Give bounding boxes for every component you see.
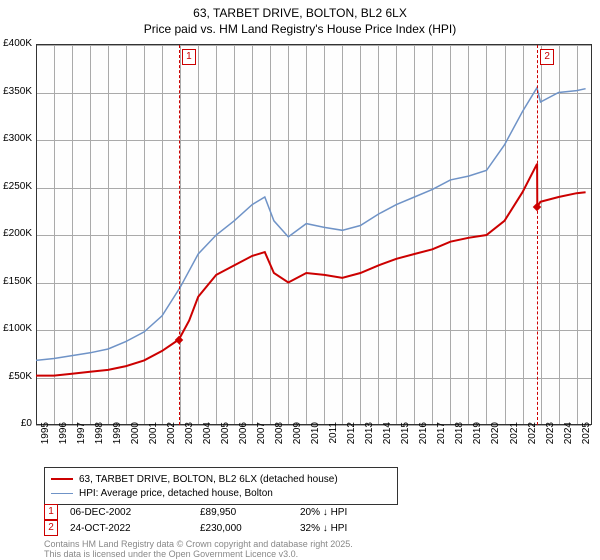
x-tick-label: 2008	[274, 422, 285, 462]
y-tick-label: £50K	[0, 371, 32, 382]
legend-label: 63, TARBET DRIVE, BOLTON, BL2 6LX (detac…	[79, 474, 338, 485]
event-price: £89,950	[200, 507, 300, 518]
x-tick-label: 1995	[40, 422, 51, 462]
legend-label: HPI: Average price, detached house, Bolt…	[79, 488, 273, 499]
y-tick-label: £200K	[0, 228, 32, 239]
x-tick-label: 2014	[382, 422, 393, 462]
x-tick-label: 2006	[238, 422, 249, 462]
x-tick-label: 2000	[130, 422, 141, 462]
event-vline	[179, 45, 180, 425]
x-tick-label: 2004	[202, 422, 213, 462]
x-tick-label: 2005	[220, 422, 231, 462]
x-tick-label: 2016	[418, 422, 429, 462]
event-marker	[175, 335, 183, 343]
x-tick-label: 1996	[58, 422, 69, 462]
event-delta: 32% ↓ HPI	[300, 523, 380, 534]
event-delta: 20% ↓ HPI	[300, 507, 380, 518]
y-tick-label: £0	[0, 418, 32, 429]
footer-line2: This data is licensed under the Open Gov…	[44, 550, 353, 560]
title-address: 63, TARBET DRIVE, BOLTON, BL2 6LX	[0, 6, 600, 22]
event-row-2: 2 24-OCT-2022 £230,000 32% ↓ HPI	[44, 520, 380, 536]
legend-swatch-price-paid	[51, 478, 73, 480]
series-price_paid	[36, 164, 586, 376]
legend-box: 63, TARBET DRIVE, BOLTON, BL2 6LX (detac…	[44, 467, 398, 505]
x-tick-label: 2021	[509, 422, 520, 462]
event-index-box-on-chart: 1	[182, 49, 196, 65]
legend-item-price-paid: 63, TARBET DRIVE, BOLTON, BL2 6LX (detac…	[51, 472, 391, 486]
legend-item-hpi: HPI: Average price, detached house, Bolt…	[51, 486, 391, 500]
x-tick-label: 2012	[346, 422, 357, 462]
x-tick-label: 1999	[112, 422, 123, 462]
footer-credits: Contains HM Land Registry data © Crown c…	[44, 540, 353, 560]
events-table: 1 06-DEC-2002 £89,950 20% ↓ HPI 2 24-OCT…	[44, 504, 380, 536]
x-tick-label: 2007	[256, 422, 267, 462]
x-tick-label: 2009	[292, 422, 303, 462]
y-tick-label: £100K	[0, 323, 32, 334]
event-date: 06-DEC-2002	[70, 507, 200, 518]
x-tick-label: 1997	[76, 422, 87, 462]
event-price: £230,000	[200, 523, 300, 534]
series-hpi	[36, 88, 586, 361]
y-tick-label: £150K	[0, 276, 32, 287]
y-tick-label: £250K	[0, 181, 32, 192]
x-tick-label: 2017	[436, 422, 447, 462]
event-index-box: 2	[44, 520, 58, 536]
y-tick-label: £300K	[0, 133, 32, 144]
x-tick-label: 2023	[545, 422, 556, 462]
x-tick-label: 2025	[581, 422, 592, 462]
plot-area: 12	[36, 44, 592, 425]
x-tick-label: 2013	[364, 422, 375, 462]
event-index-box-on-chart: 2	[540, 49, 554, 65]
x-tick-label: 2002	[166, 422, 177, 462]
x-tick-label: 2020	[490, 422, 501, 462]
x-tick-label: 2018	[454, 422, 465, 462]
chart-container: 63, TARBET DRIVE, BOLTON, BL2 6LX Price …	[0, 0, 600, 560]
x-tick-label: 2001	[148, 422, 159, 462]
event-vline	[537, 45, 538, 425]
event-date: 24-OCT-2022	[70, 523, 200, 534]
y-tick-label: £400K	[0, 38, 32, 49]
event-row-1: 1 06-DEC-2002 £89,950 20% ↓ HPI	[44, 504, 380, 520]
x-tick-label: 2022	[527, 422, 538, 462]
x-tick-label: 2003	[184, 422, 195, 462]
x-tick-label: 2024	[563, 422, 574, 462]
x-tick-label: 2010	[310, 422, 321, 462]
event-index-box: 1	[44, 504, 58, 520]
x-tick-label: 2011	[328, 422, 339, 462]
x-tick-label: 1998	[94, 422, 105, 462]
legend-swatch-hpi	[51, 493, 73, 494]
x-tick-label: 2015	[400, 422, 411, 462]
title-block: 63, TARBET DRIVE, BOLTON, BL2 6LX Price …	[0, 0, 600, 37]
y-tick-label: £350K	[0, 86, 32, 97]
title-subtitle: Price paid vs. HM Land Registry's House …	[0, 22, 600, 38]
x-tick-label: 2019	[472, 422, 483, 462]
